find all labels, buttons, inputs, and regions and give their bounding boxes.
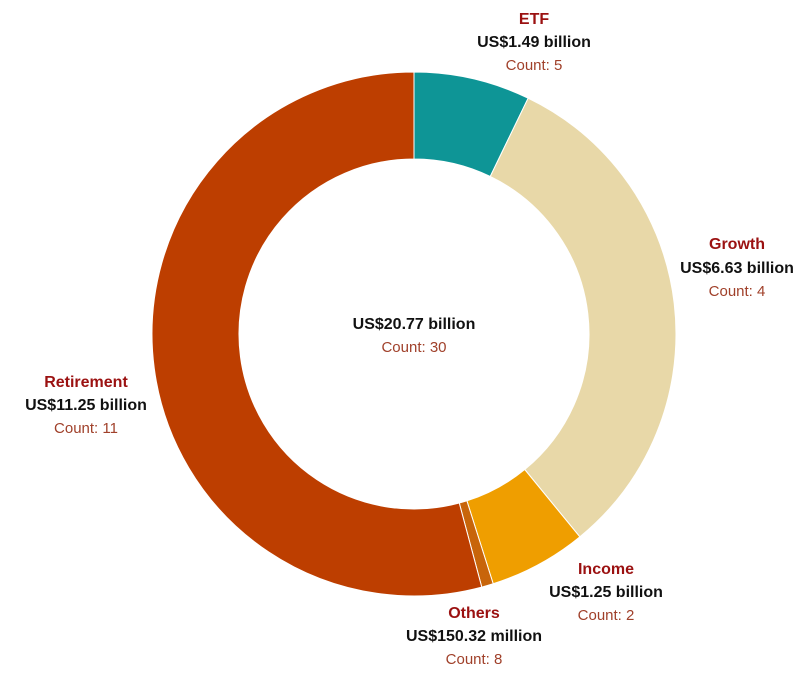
slice-label-income: Income US$1.25 billion Count: 2 xyxy=(549,561,663,624)
center-total-label: US$20.77 billion xyxy=(353,316,476,333)
slice-count-retirement: Count: 11 xyxy=(54,420,118,437)
slice-label-others: Others US$150.32 million Count: 8 xyxy=(406,605,542,668)
slice-value-retirement: US$11.25 billion xyxy=(25,397,147,414)
slice-value-etf: US$1.49 billion xyxy=(477,34,591,51)
slice-name-retirement: Retirement xyxy=(44,374,128,391)
slice-name-others: Others xyxy=(448,605,500,622)
slice-count-income: Count: 2 xyxy=(578,607,635,624)
slice-count-others: Count: 8 xyxy=(446,651,503,668)
center-summary: US$20.77 billion Count: 30 xyxy=(353,316,476,356)
slice-value-others: US$150.32 million xyxy=(406,628,542,645)
slice-label-retirement: Retirement US$11.25 billion Count: 11 xyxy=(25,374,147,437)
slice-count-growth: Count: 4 xyxy=(709,283,766,300)
slice-name-etf: ETF xyxy=(519,11,549,28)
slice-count-etf: Count: 5 xyxy=(506,57,563,74)
slice-value-growth: US$6.63 billion xyxy=(680,260,794,277)
slice-label-growth: Growth US$6.63 billion Count: 4 xyxy=(680,236,794,300)
slice-name-growth: Growth xyxy=(709,236,765,253)
slice-label-etf: ETF US$1.49 billion Count: 5 xyxy=(477,11,591,74)
donut-slices xyxy=(151,71,677,597)
donut-slice-growth xyxy=(489,97,677,538)
center-count-label: Count: 30 xyxy=(381,339,446,356)
donut-slice-retirement xyxy=(151,71,483,597)
slice-value-income: US$1.25 billion xyxy=(549,584,663,601)
slice-name-income: Income xyxy=(578,561,634,578)
